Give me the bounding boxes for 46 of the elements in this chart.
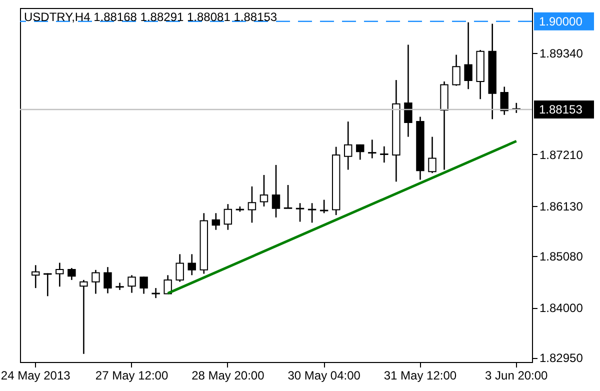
- candlestick: [356, 144, 364, 160]
- candlestick: [188, 254, 196, 276]
- x-tick-label: 30 May 04:00: [288, 368, 361, 382]
- candlestick: [140, 276, 148, 294]
- x-tick-label: 28 May 20:00: [192, 368, 265, 382]
- y-tick-label: 1.84000: [540, 301, 584, 316]
- y-tick-label: 1.87210: [540, 148, 584, 162]
- candlestick: [104, 266, 112, 294]
- x-tick-label: 24 May 2013: [0, 368, 71, 382]
- candlestick: [32, 264, 40, 289]
- candlestick: [152, 287, 160, 299]
- candlestick: [344, 120, 352, 170]
- candlestick: [92, 269, 100, 294]
- y-tick-label: 1.85080: [540, 250, 584, 264]
- candlestick: [56, 262, 64, 288]
- ref-line-label: 1.88153: [539, 102, 583, 116]
- candlestick: [284, 184, 292, 210]
- y-tick-label: 1.86130: [540, 199, 584, 214]
- candlestick: [308, 202, 316, 224]
- candlestick: [176, 254, 184, 282]
- candlestick: [320, 199, 328, 214]
- candlestick: [212, 212, 220, 230]
- candlestick: [128, 274, 136, 294]
- candlestick: [500, 86, 508, 116]
- candlestick: [452, 54, 460, 86]
- x-tick-label: 27 May 12:00: [95, 368, 168, 382]
- chart-title: USDTRY,H4 1.88168 1.88291 1.88081 1.88153: [24, 10, 278, 24]
- candlestick: [80, 279, 88, 355]
- candlestick: [464, 22, 472, 90]
- y-tick-label: 1.82950: [540, 351, 584, 366]
- candlestick: [368, 139, 376, 159]
- candlestick: [380, 146, 388, 164]
- candlestick: [404, 44, 412, 138]
- x-tick-label: 3 Jun 20:00: [485, 368, 548, 382]
- x-tick-label: 31 May 12:00: [384, 368, 457, 382]
- candlestick: [44, 272, 52, 297]
- candlestick: [272, 164, 280, 218]
- candlestick: [164, 274, 172, 294]
- candlestick: [260, 174, 268, 208]
- candlestick: [224, 203, 232, 230]
- candlestick: [248, 186, 256, 224]
- y-tick-label: 1.89340: [540, 46, 584, 60]
- candlestick: [296, 202, 304, 222]
- candlestick: [68, 267, 76, 281]
- ref-line-label: 1.90000: [539, 14, 583, 28]
- candlestick: [428, 136, 436, 174]
